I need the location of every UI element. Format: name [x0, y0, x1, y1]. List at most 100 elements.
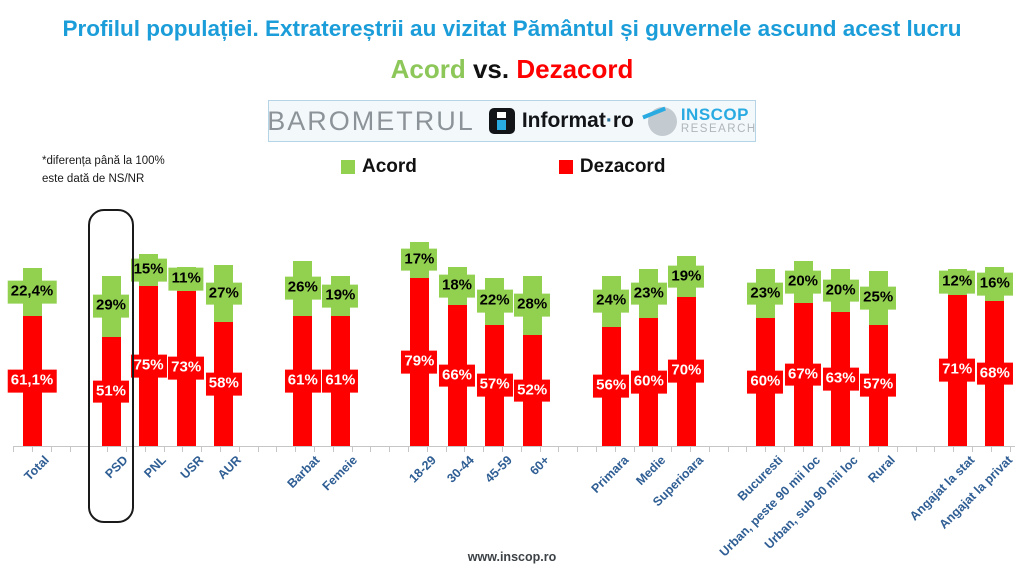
x-axis [13, 446, 1015, 447]
footer-url: www.inscop.ro [467, 550, 557, 564]
legend-swatch-dezacord [558, 160, 573, 174]
axis-tick-mark [314, 447, 315, 452]
category-label: 45-59 [481, 453, 515, 486]
category-label: Primara [588, 453, 632, 496]
axis-tick-mark [238, 447, 240, 452]
value-label-dezacord: 60% [747, 370, 784, 394]
axis-tick-mark [276, 447, 278, 452]
category-label: USR [177, 453, 207, 482]
value-label-acord: 23% [747, 282, 784, 306]
informat-logo: Informat·ro [488, 108, 634, 134]
axis-tick-mark [351, 447, 353, 452]
value-label-dezacord: 58% [205, 372, 242, 396]
value-label-acord: 29% [92, 295, 130, 318]
value-label-acord: 19% [668, 265, 705, 289]
legend-swatch-acord [341, 160, 355, 174]
axis-tick-mark [840, 447, 842, 452]
category-label: Medie [633, 453, 669, 488]
axis-tick-mark [765, 447, 767, 452]
value-label-acord: 22% [476, 289, 513, 313]
value-label-dezacord: 70% [668, 360, 705, 383]
axis-tick-mark [408, 447, 409, 452]
axis-tick-mark [370, 447, 372, 452]
informat-logo-text: Informat·ro [522, 109, 634, 133]
value-label-acord: 23% [630, 282, 667, 306]
axis-tick-mark [502, 447, 503, 452]
axis-tick-mark [633, 447, 635, 452]
footnote-line1: *diferența până la 100% [42, 155, 165, 167]
axis-tick-mark [727, 447, 729, 452]
value-label-dezacord: 61,1% [7, 369, 57, 393]
value-label-dezacord: 71% [939, 359, 976, 382]
axis-tick-mark [69, 447, 71, 452]
value-label-dezacord: 79% [401, 350, 438, 374]
value-label-dezacord: 66% [438, 364, 476, 388]
value-label-acord: 24% [593, 289, 630, 313]
category-label: Angajat la stat [906, 453, 978, 524]
category-label: Rural [865, 453, 899, 486]
value-label-acord: 22,4% [7, 280, 57, 304]
subtitle-vs: vs. [465, 54, 517, 84]
axis-tick-mark [201, 447, 203, 452]
category-label: Femeie [319, 453, 361, 494]
value-label-dezacord: 51% [92, 380, 130, 404]
axis-tick-mark [915, 447, 917, 452]
axis-tick-mark [1009, 447, 1011, 452]
informat-icon [488, 108, 515, 134]
legend: Acord Dezacord [341, 156, 665, 178]
value-label-acord: 15% [130, 258, 167, 282]
axis-tick-mark [257, 447, 259, 452]
psd-highlight-outline [88, 209, 134, 523]
axis-tick-mark [144, 447, 146, 452]
axis-tick-mark [163, 447, 165, 452]
axis-tick-mark [690, 447, 691, 452]
informat-icon-stem [496, 120, 506, 130]
subtitle-acord: Acord [390, 54, 466, 84]
value-label-dezacord: 75% [130, 354, 167, 378]
axis-tick-mark [614, 447, 616, 452]
axis-tick-mark [802, 447, 804, 452]
value-label-dezacord: 68% [976, 362, 1013, 385]
axis-tick-mark [934, 447, 936, 452]
axis-tick-mark [126, 447, 127, 452]
axis-tick-mark [784, 447, 785, 452]
inscop-logo: INSCOP RESEARCH [642, 105, 757, 136]
inscop-research: RESEARCH [680, 123, 757, 136]
informat-icon-dot [496, 112, 506, 118]
value-label-acord: 12% [939, 270, 976, 294]
axis-tick-mark [558, 447, 560, 452]
legend-item-dezacord: Dezacord [558, 156, 666, 178]
value-label-dezacord: 73% [168, 356, 205, 380]
value-label-acord: 27% [205, 282, 242, 306]
footnote: *diferența până la 100% este dată de NS/… [42, 152, 165, 189]
value-label-acord: 11% [168, 267, 204, 291]
axis-tick-mark [652, 447, 654, 452]
value-label-acord: 28% [514, 294, 551, 317]
value-label-acord: 20% [822, 279, 859, 302]
value-label-dezacord: 57% [860, 373, 897, 397]
chart-subtitle: Acord vs. Dezacord [0, 54, 1024, 85]
value-label-acord: 17% [401, 248, 438, 271]
legend-label: Dezacord [579, 156, 666, 177]
value-label-dezacord: 61% [322, 369, 359, 393]
logo-strip: BAROMETRUL Informat·ro INSCOP RESEARCH [267, 100, 757, 142]
axis-tick-mark [220, 447, 221, 452]
informat-tld: ro [612, 109, 634, 132]
value-label-acord: 18% [438, 274, 476, 298]
value-label-acord: 26% [284, 277, 321, 300]
value-label-acord: 25% [860, 286, 897, 310]
axis-tick-mark [389, 447, 391, 452]
page-title: Profilul populației. Extratereștrii au v… [62, 16, 962, 41]
axis-tick-mark [953, 447, 955, 452]
inscop-name: INSCOP [680, 105, 749, 125]
informat-name: Informat [521, 109, 606, 132]
category-label: AUR [214, 453, 244, 483]
category-label: 60+ [527, 453, 553, 478]
legend-label: Acord [362, 156, 417, 177]
axis-tick-mark [577, 447, 579, 452]
category-label: 30-44 [444, 453, 477, 486]
axis-tick-mark [464, 447, 466, 452]
subtitle-dezacord: Dezacord [516, 54, 634, 84]
